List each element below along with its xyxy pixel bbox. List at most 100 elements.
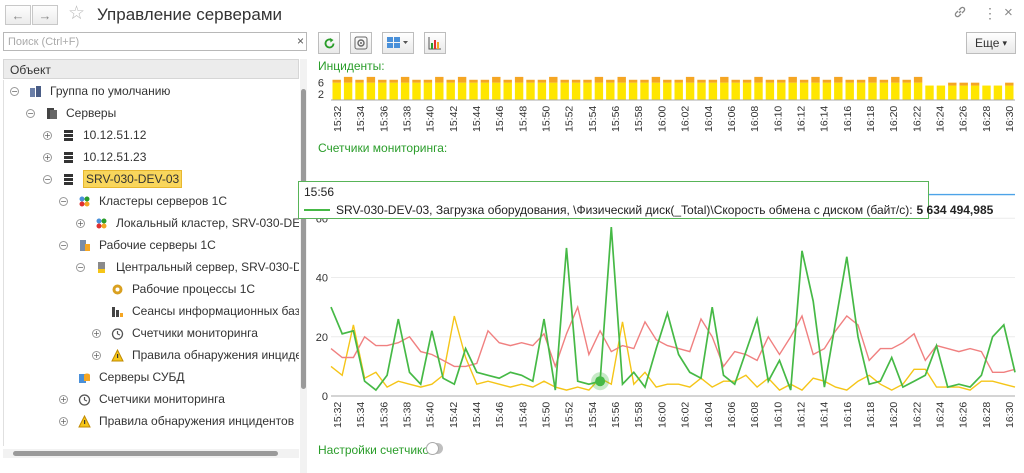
expand-icon[interactable]: + xyxy=(92,328,101,338)
bar-orange xyxy=(378,79,387,83)
series-line xyxy=(330,227,1016,392)
y-tick-label: 6 xyxy=(318,78,324,90)
tree-item[interactable]: + Правила обнаружения инцидентов xyxy=(59,410,294,432)
bar-orange xyxy=(583,79,592,83)
bar-orange xyxy=(788,76,797,83)
tree-item[interactable]: + Счетчики мониторинга xyxy=(59,388,225,410)
more-button[interactable]: Еще ▾ xyxy=(966,32,1016,54)
bar-orange xyxy=(948,82,957,86)
bar-yellow xyxy=(480,82,490,100)
tree-item[interactable]: + Правила обнаружения инцидентов xyxy=(92,344,299,366)
star-icon[interactable]: ☆ xyxy=(68,3,86,24)
bar-yellow xyxy=(503,82,512,100)
tree-item[interactable]: − Кластеры серверов 1С xyxy=(59,190,227,212)
tree-item[interactable]: − Серверы xyxy=(26,102,116,124)
x-tick-label: 16:20 xyxy=(888,106,900,132)
bar-yellow xyxy=(811,82,820,100)
bar-yellow xyxy=(423,82,433,100)
tree-item[interactable]: − Рабочие серверы 1С xyxy=(59,234,216,256)
bar-yellow xyxy=(936,85,946,100)
scrollbar-thumb[interactable] xyxy=(13,451,278,456)
tree-item[interactable]: + Счетчики мониторинга xyxy=(92,322,258,344)
bar-yellow xyxy=(457,82,467,100)
x-tick-label: 15:44 xyxy=(471,402,483,428)
object-tree-panel: × Объект − Группа по умолчанию − Серверы +10… xyxy=(0,32,308,473)
bar-yellow xyxy=(628,82,638,100)
bar-yellow xyxy=(948,85,957,100)
collapse-icon[interactable]: − xyxy=(43,174,52,184)
tree-item[interactable]: + Локальный кластер, SRV-030-DEV-03 xyxy=(76,212,299,234)
settings-button[interactable] xyxy=(350,32,372,54)
bar-yellow xyxy=(640,82,649,100)
bar-yellow xyxy=(970,85,980,100)
bar-orange xyxy=(492,76,501,83)
tree-column-header[interactable]: Объект xyxy=(3,59,299,79)
incidents-chart[interactable]: 2 6 15:32 15:34 15:36 15:38 15:40 15:42 15:44 15:… xyxy=(314,72,1018,136)
bar-yellow xyxy=(742,82,752,100)
search-input[interactable] xyxy=(3,32,307,51)
tree-item[interactable]: Рабочие процессы 1С xyxy=(92,278,255,300)
settings-icon xyxy=(354,36,368,50)
x-tick-label: 15:40 xyxy=(425,402,437,428)
bar-yellow xyxy=(651,82,661,100)
tree-vertical-scrollbar[interactable] xyxy=(300,59,307,473)
chart-button[interactable] xyxy=(424,32,446,54)
x-tick-label: 16:06 xyxy=(726,106,738,132)
bar-orange xyxy=(731,79,740,83)
expand-icon[interactable]: + xyxy=(76,218,85,228)
tree-item-label: Рабочие процессы 1С xyxy=(132,282,256,296)
scrollbar-thumb[interactable] xyxy=(301,89,306,389)
tree-horizontal-scrollbar[interactable] xyxy=(3,449,299,458)
bar-yellow xyxy=(982,85,991,100)
refresh-button[interactable] xyxy=(318,32,340,54)
menu-dots-icon[interactable]: ⋮ xyxy=(983,5,997,21)
tree-item[interactable]: − SRV-030-DEV-03 xyxy=(43,168,183,190)
expand-icon[interactable]: + xyxy=(59,416,68,426)
bar-yellow xyxy=(777,82,786,100)
bar-orange xyxy=(970,82,980,86)
tree-item[interactable]: − Центральный сервер, SRV-030-DEV-0 xyxy=(76,256,299,278)
bar-yellow xyxy=(549,82,558,100)
tree-item-label: Рабочие серверы 1С xyxy=(99,238,216,252)
collapse-icon[interactable]: − xyxy=(59,196,68,206)
expand-icon[interactable]: + xyxy=(59,394,68,404)
forward-button[interactable]: → xyxy=(32,5,58,25)
tree-item-label: Правила обнаружения инцидентов xyxy=(99,414,295,428)
tree-item[interactable]: +10.12.51.23 xyxy=(43,146,146,168)
bar-yellow xyxy=(685,82,695,100)
counter-settings-toggle[interactable] xyxy=(426,442,443,455)
bar-orange xyxy=(891,76,900,83)
x-tick-label: 16:02 xyxy=(680,106,692,132)
bar-yellow xyxy=(720,82,729,100)
bar-yellow xyxy=(617,82,626,100)
bar-yellow xyxy=(537,82,547,100)
tree-item[interactable]: Серверы СУБД xyxy=(59,366,184,388)
link-icon[interactable] xyxy=(953,5,967,22)
tooltip-value: 5 634 494,985 xyxy=(916,203,994,217)
collapse-icon[interactable]: − xyxy=(76,262,85,272)
collapse-icon[interactable]: − xyxy=(59,240,68,250)
bar-yellow xyxy=(754,82,763,100)
expand-icon[interactable]: + xyxy=(43,130,52,140)
close-icon[interactable]: × xyxy=(1004,4,1013,21)
back-button[interactable]: ← xyxy=(5,5,31,25)
tree-item[interactable]: +10.12.51.12 xyxy=(43,124,146,146)
tree-item[interactable]: Сеансы информационных баз xyxy=(92,300,299,322)
collapse-icon[interactable]: − xyxy=(26,108,35,118)
tree-item-label: Серверы xyxy=(66,106,117,120)
tree-item[interactable]: − Группа по умолчанию xyxy=(10,80,170,102)
series-line xyxy=(330,315,1016,391)
search-clear-icon[interactable]: × xyxy=(296,34,304,48)
expand-icon[interactable]: + xyxy=(92,350,101,360)
bar-yellow xyxy=(560,82,569,100)
collapse-icon[interactable]: − xyxy=(10,86,19,96)
expand-icon[interactable]: + xyxy=(43,152,52,162)
layout-dropdown-button[interactable] xyxy=(382,32,414,54)
x-tick-label: 16:26 xyxy=(958,402,970,428)
bar-orange xyxy=(777,79,786,83)
x-tick-label: 16:30 xyxy=(1004,402,1016,428)
central-server-icon xyxy=(95,261,108,274)
bar-orange xyxy=(742,79,752,83)
y-tick-label: 2 xyxy=(318,89,324,101)
arrow-right-icon: → xyxy=(38,7,52,23)
